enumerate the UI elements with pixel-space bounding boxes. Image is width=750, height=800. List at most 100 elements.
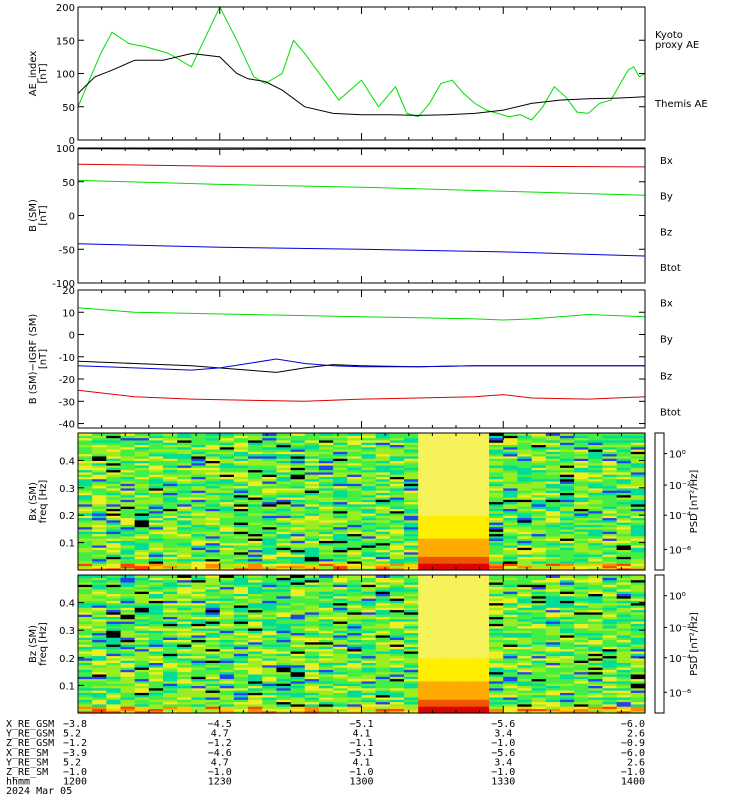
y-axis-label: AE_index xyxy=(28,51,39,97)
footer-value: −1.2 xyxy=(63,738,87,749)
y-tick-label: 100 xyxy=(56,70,75,81)
y-tick-label: 200 xyxy=(56,3,75,14)
y-axis-label: freq [Hz] xyxy=(38,622,49,666)
footer-row-label: Y_RE_GSM xyxy=(6,729,54,740)
footer-value: −6.0 xyxy=(621,748,645,759)
colorbar-tick-label: 10⁻⁶ xyxy=(669,688,691,699)
colorbar-tick-label: 10⁰ xyxy=(669,450,686,461)
y-tick-label: 0.1 xyxy=(59,681,75,692)
footer-value: 4.1 xyxy=(352,729,370,740)
footer-date: 2024 Mar 05 xyxy=(6,786,72,797)
legend-entry: Bx xyxy=(660,156,673,167)
y-tick-label: 150 xyxy=(56,36,75,47)
y-tick-label: 50 xyxy=(62,103,75,114)
y-tick-label: 0 xyxy=(69,212,75,223)
series-line-by xyxy=(77,179,646,196)
series-line-bz xyxy=(77,389,646,402)
footer-row-label: X_RE_SM xyxy=(6,748,48,759)
colorbar xyxy=(654,574,665,714)
spectrogram xyxy=(78,433,646,571)
y-tick-label: 20 xyxy=(62,286,75,297)
plot-frame xyxy=(77,289,646,429)
footer-row-label: X_RE_GSM xyxy=(6,719,54,730)
y-axis-label: Bz (SM) xyxy=(28,625,39,663)
y-tick-label: -50 xyxy=(59,245,75,256)
y-axis-label: B (SM) xyxy=(28,199,39,232)
footer-value: −0.9 xyxy=(621,738,645,749)
legend-entry: Bz xyxy=(660,372,672,383)
footer-value: 5.2 xyxy=(63,729,81,740)
y-tick-label: -100 xyxy=(52,279,75,290)
y-tick-label: 0 xyxy=(69,136,75,147)
footer-row-label: Y_RE_SM xyxy=(6,757,48,768)
footer-value: 5.2 xyxy=(63,757,81,768)
footer-value: 4.7 xyxy=(211,757,229,768)
y-axis-label: B (SM)−IGRF (SM) xyxy=(28,314,39,405)
footer-value: −1.0 xyxy=(63,767,87,778)
y-tick-label: 0.4 xyxy=(59,599,75,610)
series-label: Kyoto xyxy=(655,30,683,41)
panel-2: Bx By Bz Btot -100 -50 0 50 100 B (SM) [nT] xyxy=(28,144,681,290)
panel-3: Bx By Bz Btot -40 -30 -20 -10 0 10 20 B (SM)−IGRF (… xyxy=(28,286,681,431)
y-axis-label: [nT] xyxy=(38,63,49,83)
footer-value: 2.6 xyxy=(627,757,645,768)
y-tick-label: 0 xyxy=(69,331,75,342)
colorbar-tick-label: 10⁻² xyxy=(669,481,691,492)
y-tick-label: 0.3 xyxy=(59,626,75,637)
footer-value: −1.0 xyxy=(349,767,373,778)
y-axis-label: freq [Hz] xyxy=(38,480,49,524)
footer-value: −5.6 xyxy=(491,748,515,759)
footer-value: 3.4 xyxy=(494,757,512,768)
footer-value: −1.0 xyxy=(491,767,515,778)
series-line-bz xyxy=(77,163,646,168)
footer-value: −5.1 xyxy=(349,748,373,759)
footer-value: −1.0 xyxy=(621,767,645,778)
y-axis-label: [nT] xyxy=(38,349,49,369)
plot-frame xyxy=(77,6,646,141)
y-tick-label: 0.4 xyxy=(59,456,75,467)
panel-4: 10⁰ 10⁻² 10⁻⁴ 10⁻⁶ PSD [nT²/Hz] 0.1 0.2 0.3 0.4 B… xyxy=(28,432,700,571)
footer-value: 1200 xyxy=(63,777,87,788)
footer-value: −3.9 xyxy=(63,748,87,759)
y-tick-label: -30 xyxy=(59,397,75,408)
panel-5: 10⁰ 10⁻² 10⁻⁴ 10⁻⁶ PSD [nT²/Hz] 0.1 0.2 0.3 0.4 B… xyxy=(28,574,700,714)
legend-entry: Btot xyxy=(660,263,681,274)
footer-row-label: hhmm xyxy=(6,777,30,788)
footer-value: 1300 xyxy=(349,777,373,788)
footer-row-label: Z_RE_SM xyxy=(6,767,48,778)
colorbar-label: PSD [nT²/Hz] xyxy=(689,612,700,676)
legend-entry: Bx xyxy=(660,298,673,309)
y-tick-label: -10 xyxy=(59,353,75,364)
footer-value: 4.1 xyxy=(352,757,370,768)
footer-value: −5.1 xyxy=(349,719,373,730)
y-tick-label: -40 xyxy=(59,420,75,431)
colorbar-tick-label: 10⁻⁴ xyxy=(669,511,691,522)
legend-entry: By xyxy=(660,334,673,345)
y-tick-label: 100 xyxy=(56,144,75,155)
y-tick-label: 0.1 xyxy=(59,539,75,550)
legend-entry: By xyxy=(660,191,673,202)
y-tick-label: 0.2 xyxy=(59,654,75,665)
footer-value: 4.7 xyxy=(211,729,229,740)
footer-value: −1.0 xyxy=(491,738,515,749)
series-line-bx xyxy=(77,358,645,371)
footer-value: −3.8 xyxy=(63,719,87,730)
footer-value: −5.6 xyxy=(491,719,515,730)
spectrogram xyxy=(78,575,646,714)
series-line-themis-ae xyxy=(77,52,646,116)
legend-entry: Bz xyxy=(660,228,672,239)
series-line-kyoto-proxy-ae xyxy=(77,5,646,121)
y-tick-label: 10 xyxy=(62,308,75,319)
footer-value: 1230 xyxy=(208,777,232,788)
colorbar-tick-label: 10⁻² xyxy=(669,623,691,634)
colorbar-tick-label: 10⁻⁴ xyxy=(669,654,691,665)
footer-value: −1.2 xyxy=(208,738,232,749)
footer-value: −1.0 xyxy=(208,767,232,778)
y-tick-label: 0.2 xyxy=(59,511,75,522)
footer-table: X_RE_GSM −3.8 −4.5 −5.1 −5.6 −6.0 Y_RE_GSM 5.2 4… xyxy=(6,719,645,797)
series-label: proxy AE xyxy=(655,40,699,51)
plot-frame xyxy=(77,147,646,284)
colorbar xyxy=(654,432,665,571)
